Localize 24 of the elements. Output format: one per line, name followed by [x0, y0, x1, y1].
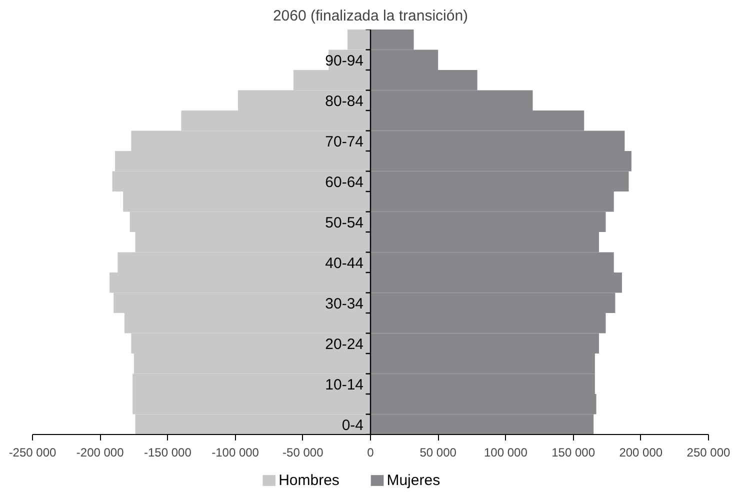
legend-label: Mujeres [386, 472, 440, 489]
x-tick-label: 100 000 [484, 446, 528, 460]
x-tick-label: -200 000 [76, 446, 124, 460]
x-tick-label: 50 000 [420, 446, 457, 460]
x-tick-label: 0 [367, 446, 374, 460]
x-tick-label: -250 000 [8, 446, 57, 460]
legend-label: Hombres [278, 472, 340, 489]
y-tick-label: 50-54 [325, 214, 364, 232]
y-tick-label: 20-24 [325, 336, 364, 353]
x-tick-label: 150 000 [552, 446, 596, 460]
chart-title: 2060 (finalizada la transición) [272, 8, 468, 24]
y-tick-label: 30-34 [325, 295, 364, 312]
x-tick-label: -50 000 [282, 446, 324, 460]
x-tick-label: -100 000 [212, 446, 260, 460]
y-tick-label: 70-74 [325, 133, 364, 150]
x-tick-label: 200 000 [619, 446, 663, 460]
y-tick-label: 80-84 [325, 92, 364, 110]
y-tick-label: 60-64 [325, 174, 364, 191]
y-tick-label: 0-4 [342, 416, 364, 434]
y-tick-label: 10-14 [325, 376, 364, 394]
y-tick-label: 90-94 [325, 52, 364, 70]
x-tick-label: -150 000 [144, 446, 192, 460]
x-tick-label: 250 000 [686, 446, 731, 460]
y-tick-label: 40-44 [325, 254, 364, 272]
